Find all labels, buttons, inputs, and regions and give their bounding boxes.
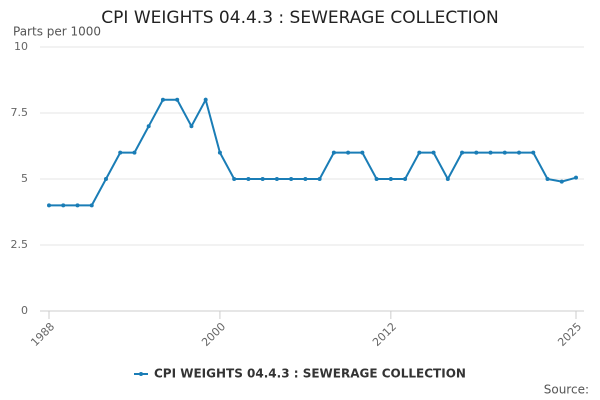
point [203, 97, 208, 102]
point [232, 177, 237, 181]
point [531, 150, 536, 155]
x-tick-label: 1988 [28, 320, 57, 349]
point [118, 150, 123, 155]
point [346, 150, 351, 155]
point [289, 177, 294, 181]
point [317, 177, 322, 181]
x-tick-label: 2025 [555, 320, 584, 349]
x-tick-label: 2000 [199, 320, 228, 349]
point [175, 97, 180, 102]
point [460, 150, 465, 155]
point [417, 150, 422, 155]
point [517, 150, 522, 155]
point [132, 150, 137, 155]
point [217, 150, 222, 155]
y-tick-label: 5 [21, 172, 28, 185]
point [146, 124, 151, 129]
point [474, 150, 479, 155]
point [559, 179, 564, 184]
point [431, 150, 436, 155]
chart-title: CPI WEIGHTS 04.4.3 : SEWERAGE COLLECTION [101, 8, 498, 28]
point [502, 150, 507, 155]
point [89, 203, 94, 208]
point [274, 177, 279, 181]
point [331, 150, 336, 155]
point [488, 150, 493, 155]
point [303, 177, 308, 181]
point [189, 124, 194, 129]
source: Source: [544, 383, 589, 397]
y-tick-label: 7.5 [11, 106, 29, 119]
point [103, 177, 108, 181]
point [360, 150, 365, 155]
point [445, 177, 450, 181]
point [246, 177, 251, 181]
point [75, 203, 80, 208]
y-tick-label: 10 [14, 40, 28, 53]
y-tick-label: 2.5 [11, 238, 29, 251]
point [47, 203, 51, 208]
legend-marker [139, 372, 143, 376]
legend-label: CPI WEIGHTS 04.4.3 : SEWERAGE COLLECTION [154, 367, 466, 381]
x-tick-label: 2012 [370, 320, 399, 349]
point [388, 177, 393, 181]
line [49, 97, 577, 207]
point [61, 203, 66, 208]
point [403, 177, 408, 181]
point [374, 177, 379, 181]
point [160, 97, 165, 102]
y-tick-label: 0 [21, 304, 28, 317]
point [260, 177, 265, 181]
point [574, 175, 578, 180]
point [545, 177, 550, 181]
y-axis-label: Parts per 1000 [13, 25, 101, 39]
